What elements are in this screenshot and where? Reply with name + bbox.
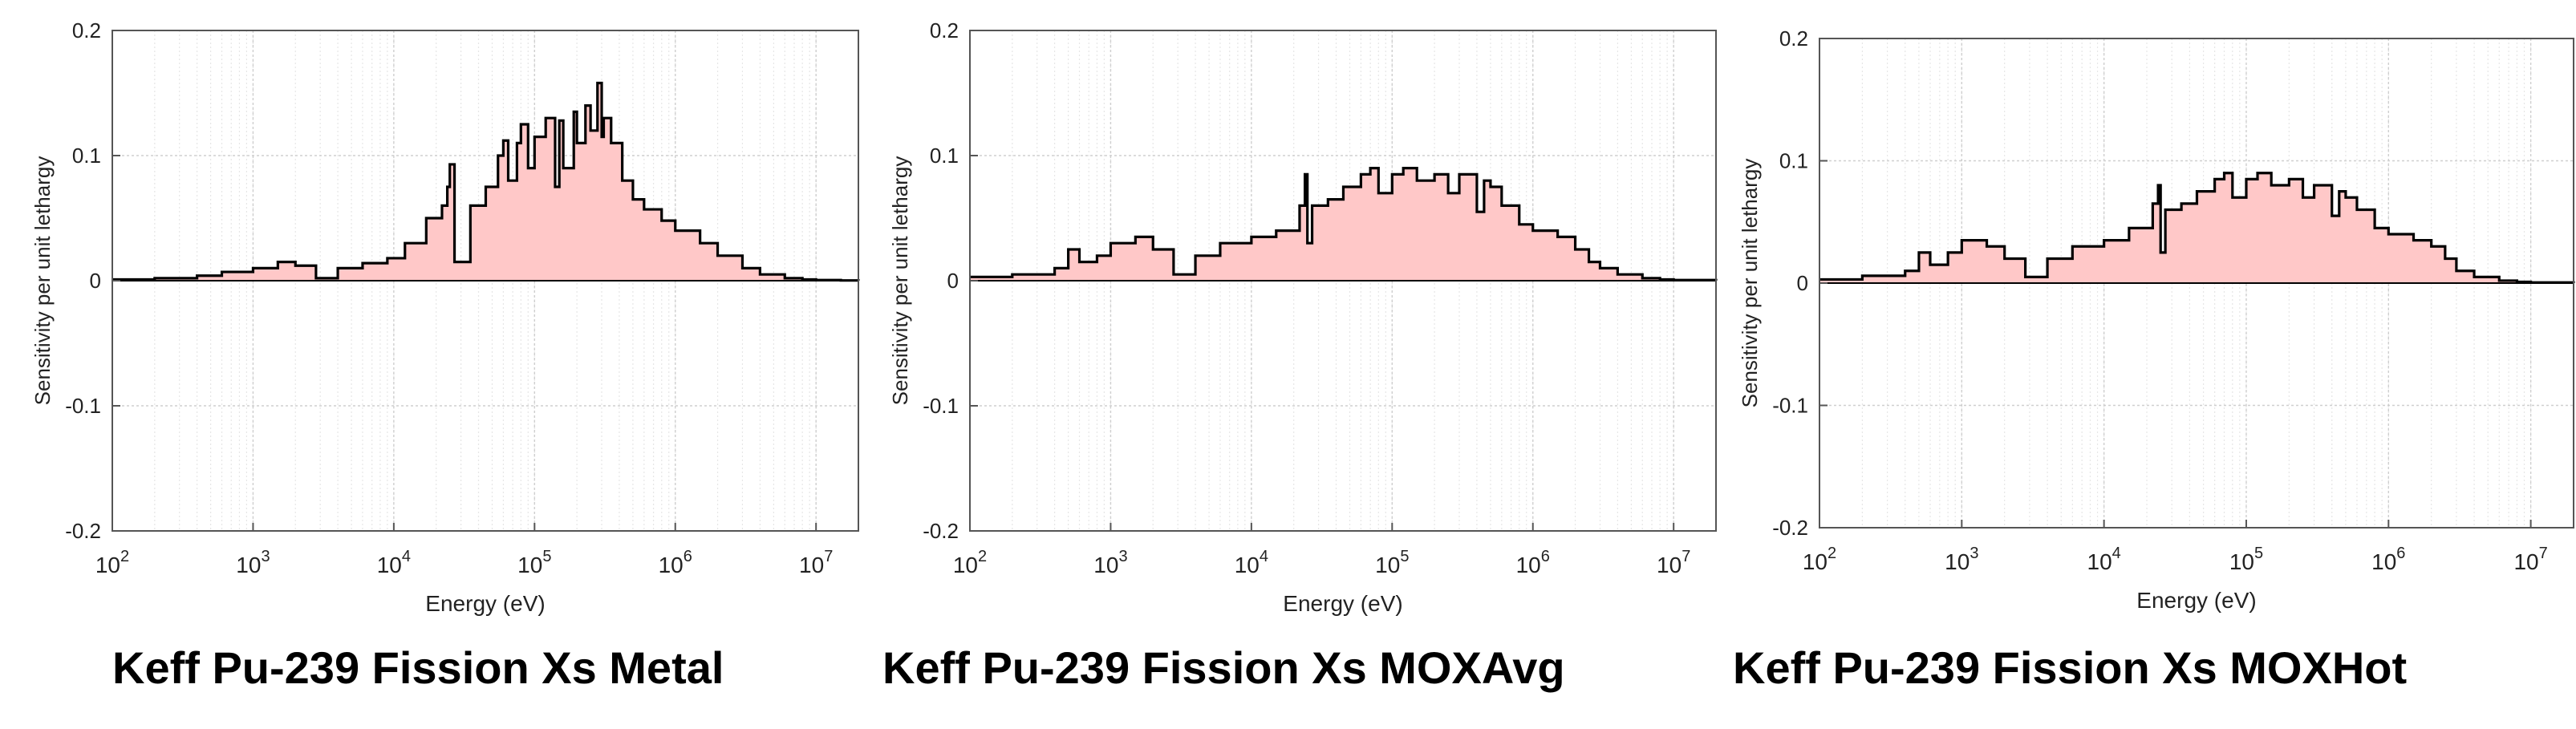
x-tick-exponent: 6 [1541, 548, 1550, 565]
sensitivity-line [112, 81, 860, 282]
sensitivity-line [970, 167, 1718, 281]
x-tick-label: 103 [236, 548, 270, 577]
y-axis-label: Sensitivity per unit lethargy [888, 156, 912, 406]
x-tick-exponent: 5 [542, 548, 551, 565]
x-tick-label: 107 [799, 548, 833, 577]
x-tick-label: 103 [1945, 545, 1978, 574]
y-tick-label: -0.2 [923, 519, 959, 543]
x-tick-exponent: 6 [684, 548, 692, 565]
x-tick-base: 10 [953, 553, 978, 577]
y-tick-label: -0.2 [1772, 516, 1808, 540]
x-tick-base: 10 [2087, 549, 2112, 574]
x-tick-base: 10 [1516, 553, 1541, 577]
x-tick-label: 103 [1093, 548, 1127, 577]
sensitivity-area [970, 168, 1716, 281]
x-tick-exponent: 2 [978, 548, 987, 565]
x-tick-exponent: 4 [2112, 545, 2121, 562]
y-axis-label: Sensitivity per unit lethargy [1738, 159, 1762, 408]
x-tick-label: 102 [1803, 545, 1836, 574]
chart-title-moxhot: Keff Pu-239 Fission Xs MOXHot [1733, 642, 2408, 693]
y-tick-label: 0.1 [1779, 149, 1808, 173]
x-tick-label: 105 [517, 548, 551, 577]
x-tick-label: 107 [1657, 548, 1690, 577]
chart-title-moxavg: Keff Pu-239 Fission Xs MOXAvg [882, 642, 1565, 693]
y-tick-label: 0 [90, 269, 101, 293]
x-tick-exponent: 7 [824, 548, 833, 565]
x-tick-exponent: 2 [1828, 545, 1836, 562]
x-axis-label: Energy (eV) [2136, 588, 2256, 613]
x-tick-base: 10 [659, 553, 684, 577]
x-tick-label: 102 [95, 548, 129, 577]
x-tick-base: 10 [799, 553, 824, 577]
x-tick-base: 10 [236, 553, 261, 577]
chart-panel-moxavg: 102 103 104 105 106 107 0.2 0.1 0 -0.1 -0.2 Energy … [858, 0, 1718, 626]
chart-moxhot: 102 103 104 105 106 1070.20.10-0.1-0.2Energy … [1738, 26, 2575, 613]
x-tick-exponent: 4 [402, 548, 411, 565]
x-tick-base: 10 [1375, 553, 1400, 577]
y-tick-label: 0.1 [930, 144, 959, 168]
y-tick-label: -0.1 [65, 394, 101, 418]
sensitivity-line [1819, 172, 2575, 284]
x-tick-exponent: 3 [261, 548, 270, 565]
sensitivity-area [112, 83, 858, 281]
y-tick-label: -0.2 [65, 519, 101, 543]
x-tick-label: 107 [2513, 545, 2547, 574]
y-tick-label: 0 [947, 269, 959, 293]
chart-metal: 102 103 104 105 106 1070.20.10-0.1-0.2Energy … [30, 18, 860, 616]
x-tick-exponent: 6 [2396, 545, 2405, 562]
x-tick-label: 104 [1235, 548, 1268, 577]
y-tick-label: 0.2 [1779, 26, 1808, 51]
chart-moxavg: 102 103 104 105 106 1070.20.10-0.1-0.2Energy … [888, 18, 1718, 616]
sensitivity-area [1819, 172, 2574, 283]
x-tick-exponent: 3 [1118, 548, 1127, 565]
y-tick-label: 0.2 [930, 18, 959, 43]
y-tick-label: 0 [1797, 271, 1808, 295]
x-tick-exponent: 7 [2539, 545, 2548, 562]
x-tick-base: 10 [2513, 549, 2538, 574]
chart-title-metal: Keff Pu-239 Fission Xs Metal [112, 642, 724, 693]
y-axis-label: Sensitivity per unit lethargy [30, 156, 55, 406]
x-tick-base: 10 [1803, 549, 1828, 574]
chart-panel-moxhot: 102 103 104 105 106 107 0.2 0.1 0 -0.1 -0.2 Energy … [1717, 0, 2576, 626]
x-tick-exponent: 5 [2254, 545, 2263, 562]
x-axis-label: Energy (eV) [425, 591, 545, 616]
x-tick-label: 104 [377, 548, 411, 577]
x-tick-base: 10 [517, 553, 542, 577]
x-tick-exponent: 2 [120, 548, 129, 565]
x-tick-exponent: 7 [1681, 548, 1690, 565]
x-tick-base: 10 [2229, 549, 2254, 574]
y-tick-label: 0.1 [72, 144, 101, 168]
x-tick-label: 106 [2371, 545, 2405, 574]
chart-panel-metal: 102 103 104 105 106 107 0.2 0.1 0 -0.1 -0.2 Energy … [0, 0, 860, 626]
x-axis-label: Energy (eV) [1283, 591, 1402, 616]
x-tick-label: 105 [1375, 548, 1409, 577]
x-tick-base: 10 [377, 553, 402, 577]
x-tick-label: 106 [659, 548, 692, 577]
y-tick-label: 0.2 [72, 18, 101, 43]
y-tick-label: -0.1 [923, 394, 959, 418]
x-tick-label: 105 [2229, 545, 2263, 574]
x-tick-label: 104 [2087, 545, 2121, 574]
x-tick-base: 10 [1093, 553, 1118, 577]
x-tick-exponent: 3 [1970, 545, 1978, 562]
x-tick-base: 10 [95, 553, 120, 577]
x-tick-base: 10 [1945, 549, 1970, 574]
x-tick-base: 10 [2371, 549, 2396, 574]
x-tick-exponent: 4 [1260, 548, 1268, 565]
x-tick-exponent: 5 [1400, 548, 1409, 565]
x-tick-base: 10 [1657, 553, 1681, 577]
x-tick-base: 10 [1235, 553, 1260, 577]
x-tick-label: 102 [953, 548, 987, 577]
x-tick-label: 106 [1516, 548, 1550, 577]
y-tick-label: -0.1 [1772, 394, 1808, 418]
